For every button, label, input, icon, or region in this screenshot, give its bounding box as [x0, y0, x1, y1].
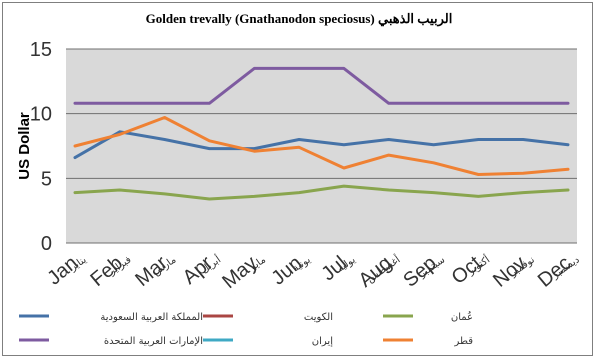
legend-label: الإمارات العربية المتحدة — [104, 336, 203, 347]
line-chart: Golden trevally (Gnathanodon speciosus) … — [16, 11, 582, 347]
y-tick-label: 5 — [41, 168, 52, 190]
y-tick-label: 15 — [30, 39, 52, 61]
series-line — [73, 66, 570, 105]
legend-label: الكويت — [304, 312, 333, 323]
series-line — [73, 116, 570, 176]
y-tick-label: 10 — [30, 104, 52, 126]
plot-area — [66, 49, 577, 243]
chart-title: Golden trevally (Gnathanodon speciosus) … — [146, 11, 453, 27]
chart-frame: Golden trevally (Gnathanodon speciosus) … — [2, 2, 593, 356]
y-axis-label: US Dollar — [16, 112, 33, 180]
legend-label: المملكة العربية السعودية — [100, 312, 203, 323]
y-tick-label: 0 — [41, 233, 52, 255]
legend-label: إيران — [312, 336, 333, 347]
series-line — [73, 130, 570, 160]
legend-label: قطر — [453, 336, 473, 347]
series-line — [73, 184, 570, 201]
legend-label: عُمان — [451, 311, 473, 323]
